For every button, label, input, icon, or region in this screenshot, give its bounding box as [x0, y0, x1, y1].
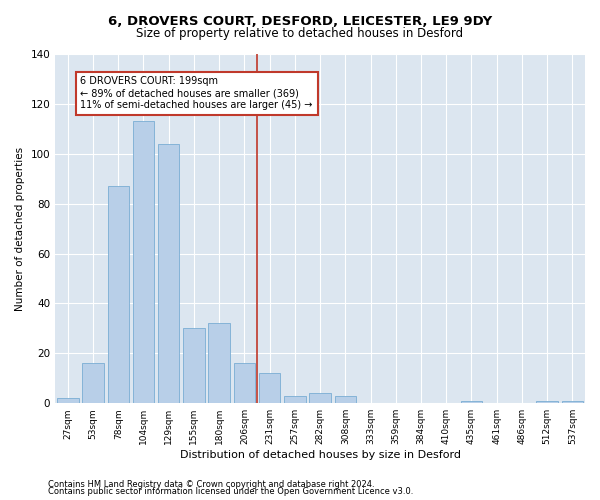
Text: 6, DROVERS COURT, DESFORD, LEICESTER, LE9 9DY: 6, DROVERS COURT, DESFORD, LEICESTER, LE…	[108, 15, 492, 28]
Bar	[335, 396, 356, 403]
Text: 6 DROVERS COURT: 199sqm
← 89% of detached houses are smaller (369)
11% of semi-d: 6 DROVERS COURT: 199sqm ← 89% of detache…	[80, 76, 313, 110]
X-axis label: Distribution of detached houses by size in Desford: Distribution of detached houses by size …	[179, 450, 461, 460]
Y-axis label: Number of detached properties: Number of detached properties	[15, 146, 25, 310]
Text: Contains public sector information licensed under the Open Government Licence v3: Contains public sector information licen…	[48, 487, 413, 496]
Bar	[284, 396, 305, 403]
Bar	[208, 324, 230, 403]
Bar	[158, 144, 179, 403]
Text: Size of property relative to detached houses in Desford: Size of property relative to detached ho…	[136, 28, 464, 40]
Bar	[183, 328, 205, 403]
Bar	[562, 400, 583, 403]
Bar	[107, 186, 129, 403]
Text: Contains HM Land Registry data © Crown copyright and database right 2024.: Contains HM Land Registry data © Crown c…	[48, 480, 374, 489]
Bar	[461, 400, 482, 403]
Bar	[536, 400, 558, 403]
Bar	[57, 398, 79, 403]
Bar	[310, 393, 331, 403]
Bar	[233, 364, 255, 403]
Bar	[82, 364, 104, 403]
Bar	[133, 122, 154, 403]
Bar	[259, 374, 280, 403]
